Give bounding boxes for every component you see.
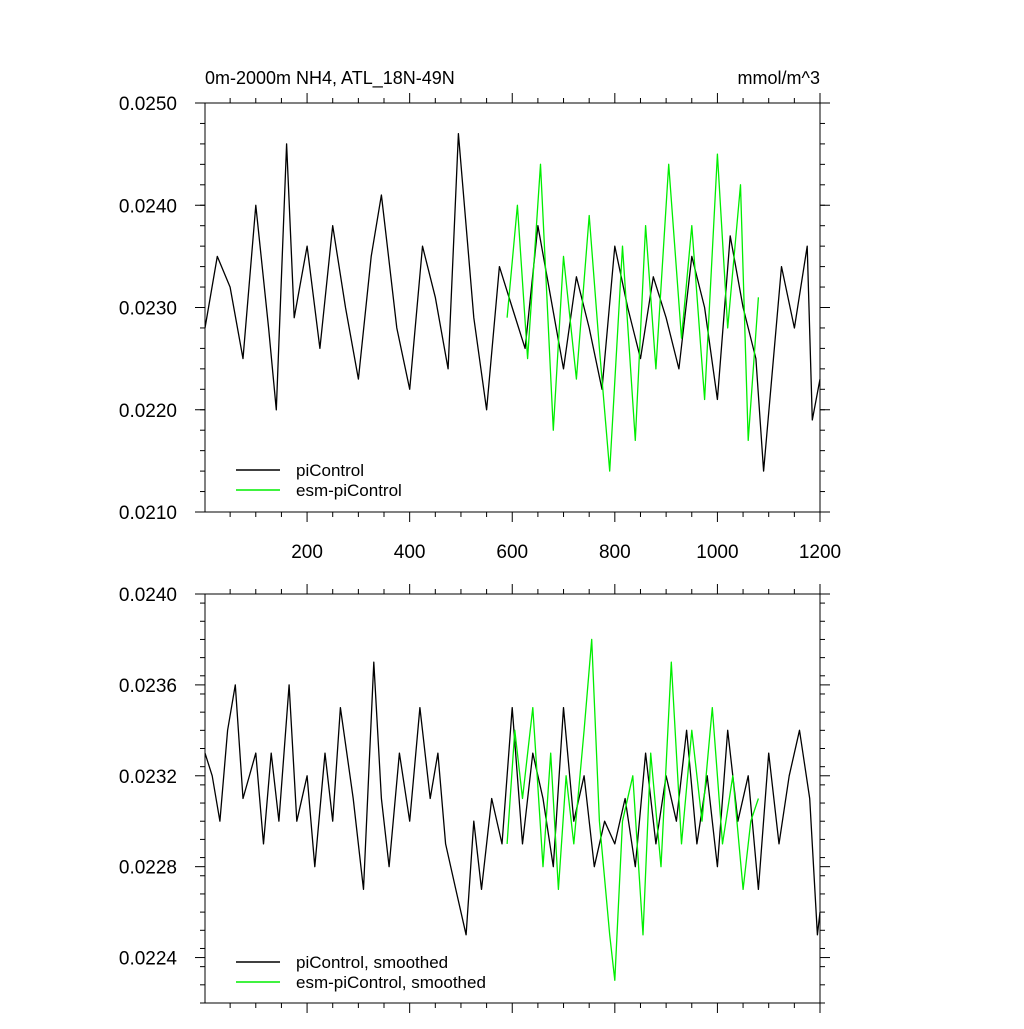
top-legend: piControl esm-piControl [236,461,402,500]
legend-label-esm-picontrol: esm-piControl [296,481,402,500]
top-y-tick-label: 0.0240 [119,196,177,217]
figure-title: 0m-2000m NH4, ATL_18N-49N [205,68,455,89]
bottom-y-tick-label: 0.0232 [119,767,177,788]
units-label: mmol/m^3 [738,68,820,88]
legend-label-picontrol: piControl [296,461,364,480]
top-x-tick-label: 800 [599,542,631,563]
bottom-series-picontrol-line [204,661,821,936]
top-series-picontrol-line [204,133,821,472]
legend-label-esm-picontrol-smoothed: esm-piControl, smoothed [296,973,486,992]
top-x-tick-label: 600 [496,542,528,563]
top-x-tick-label: 1200 [799,542,841,563]
bottom-legend: piControl, smoothed esm-piControl, smoot… [236,953,486,992]
top-x-tick-label: 1000 [696,542,738,563]
top-x-tick-label: 200 [291,542,323,563]
bottom-series-esm-picontrol-line [506,638,760,981]
bottom-y-tick-label: 0.0224 [119,949,178,970]
bottom-y-tick-label: 0.0228 [119,858,177,879]
bottom-y-tick-label: 0.0240 [119,585,177,606]
top-y-tick-label: 0.0220 [119,401,177,422]
top-panel: 0.0210 0.0220 0.0230 0.0240 0.0250 200 400 600 8… [119,93,841,563]
bottom-y-tick-label: 0.0236 [119,676,177,697]
legend-label-picontrol-smoothed: piControl, smoothed [296,953,448,972]
bottom-plot-frame [204,593,821,1004]
top-x-tick-label: 400 [394,542,426,563]
bottom-panel: 0.0224 0.0228 0.0232 0.0236 0.0240 [119,584,830,1013]
top-series-esm-picontrol-line [506,153,760,472]
top-y-tick-label: 0.0230 [119,299,177,320]
top-y-tick-label: 0.0210 [119,503,177,524]
top-y-tick-label: 0.0250 [119,94,177,115]
